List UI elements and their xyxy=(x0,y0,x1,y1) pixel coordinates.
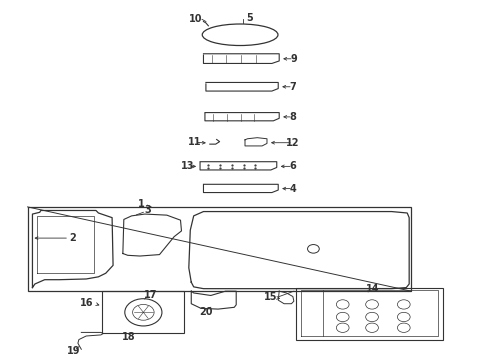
Text: 10: 10 xyxy=(190,14,203,24)
Text: 13: 13 xyxy=(181,161,195,171)
Text: 14: 14 xyxy=(366,284,380,294)
Text: 19: 19 xyxy=(67,346,81,356)
Text: 12: 12 xyxy=(286,138,299,148)
Text: 2: 2 xyxy=(70,233,76,243)
Text: 9: 9 xyxy=(291,54,297,64)
Text: 7: 7 xyxy=(290,82,296,92)
Text: 16: 16 xyxy=(79,298,93,308)
Text: 1: 1 xyxy=(138,199,145,210)
Text: 11: 11 xyxy=(189,138,202,147)
Text: 8: 8 xyxy=(290,112,296,122)
Text: 20: 20 xyxy=(199,307,213,316)
Text: 6: 6 xyxy=(290,161,296,171)
Text: 17: 17 xyxy=(145,291,158,301)
Text: 18: 18 xyxy=(122,332,136,342)
Text: 5: 5 xyxy=(246,13,253,23)
Text: 3: 3 xyxy=(144,206,150,216)
Text: 4: 4 xyxy=(290,184,296,194)
Text: 15: 15 xyxy=(264,292,277,302)
